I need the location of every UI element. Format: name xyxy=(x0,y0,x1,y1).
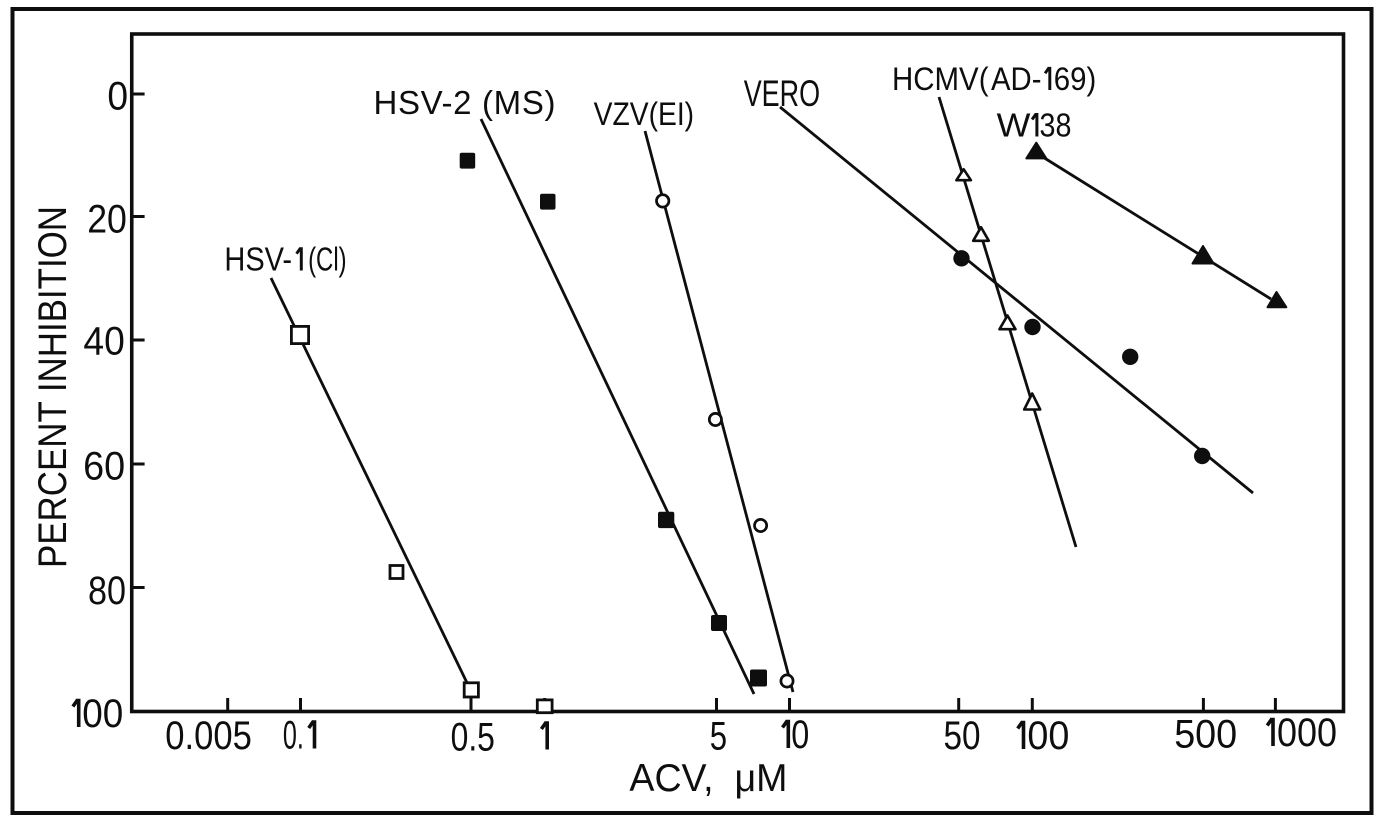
svg-text:00: 00 xyxy=(82,692,123,736)
svg-text:(Cl): (Cl) xyxy=(308,242,347,279)
svg-text:500: 500 xyxy=(1174,713,1237,757)
svg-text:HSV-: HSV- xyxy=(224,242,292,279)
svg-text:VZV(EI): VZV(EI) xyxy=(594,96,695,132)
svg-text:PERCENT INHIBITION: PERCENT INHIBITION xyxy=(31,206,75,568)
svg-text:000: 000 xyxy=(1277,711,1337,755)
svg-text:HCMV(: HCMV( xyxy=(892,61,989,97)
svg-text:20: 20 xyxy=(87,198,127,242)
svg-text:80: 80 xyxy=(88,569,126,613)
svg-text:0: 0 xyxy=(107,75,128,119)
svg-text:ACV, μM: ACV, μM xyxy=(629,757,787,800)
svg-text:0.: 0. xyxy=(283,714,304,758)
svg-text:69): 69) xyxy=(1054,61,1097,97)
svg-text:W: W xyxy=(997,107,1032,144)
svg-text:40: 40 xyxy=(83,320,124,364)
svg-text:50: 50 xyxy=(944,714,981,758)
svg-text:HSV-2 (MS): HSV-2 (MS) xyxy=(374,84,556,121)
svg-text:00: 00 xyxy=(1027,714,1069,758)
svg-text:5: 5 xyxy=(710,715,727,759)
svg-text:38: 38 xyxy=(1040,107,1072,144)
svg-text:AD-: AD- xyxy=(991,61,1042,97)
svg-text:0: 0 xyxy=(791,713,809,757)
svg-text:60: 60 xyxy=(83,445,125,489)
svg-text:0.5: 0.5 xyxy=(451,716,495,760)
svg-text:0.005: 0.005 xyxy=(165,714,252,758)
